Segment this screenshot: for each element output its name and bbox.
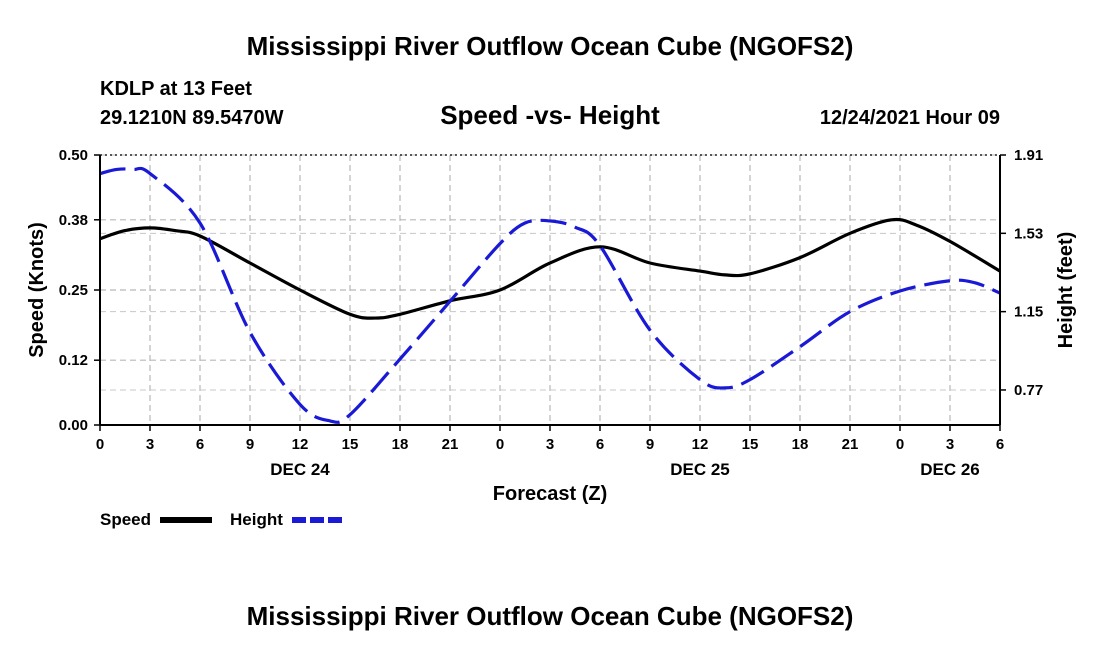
x-tick-label: 0 bbox=[896, 436, 904, 453]
y2-tick-label: 1.15 bbox=[1014, 304, 1043, 321]
series-line-speed bbox=[99, 217, 1001, 320]
legend: Speed Height bbox=[100, 510, 342, 529]
y2-axis-label: Height (feet) bbox=[1055, 232, 1077, 349]
x-tick-label: 3 bbox=[146, 436, 154, 453]
legend-speed-label: Speed bbox=[100, 510, 151, 529]
x-tick-label: 18 bbox=[792, 436, 809, 453]
series-lines bbox=[99, 166, 1001, 424]
x-tick-label: 6 bbox=[196, 436, 204, 453]
x-axis-label: Forecast (Z) bbox=[493, 483, 607, 505]
date-label: DEC 24 bbox=[270, 460, 330, 479]
location-label: 29.1210N 89.5470W bbox=[100, 107, 284, 129]
chart-title: Mississippi River Outflow Ocean Cube (NG… bbox=[247, 31, 854, 61]
station-label: KDLP at 13 Feet bbox=[100, 78, 252, 100]
grid-lines bbox=[99, 154, 1001, 426]
x-tick-label: 15 bbox=[742, 436, 759, 453]
series-line-height bbox=[99, 166, 1001, 424]
y-tick-label: 0.25 bbox=[59, 282, 88, 299]
y2-tick-label: 1.91 bbox=[1014, 147, 1043, 164]
x-tick-label: 3 bbox=[546, 436, 554, 453]
x-tick-label: 9 bbox=[646, 436, 654, 453]
x-tick-label: 0 bbox=[496, 436, 504, 453]
footer-title: Mississippi River Outflow Ocean Cube (NG… bbox=[247, 601, 854, 631]
x-tick-label: 3 bbox=[946, 436, 954, 453]
x-tick-label: 21 bbox=[442, 436, 459, 453]
x-tick-label: 18 bbox=[392, 436, 409, 453]
date-label: DEC 26 bbox=[920, 460, 980, 479]
x-tick-label: 9 bbox=[246, 436, 254, 453]
x-tick-label: 21 bbox=[842, 436, 859, 453]
axes: 0 3 6 9 12 15 18 21 0 3 6 9 12 15 18 21 0 3 6 0.00 0.12 0.25 0… bbox=[59, 147, 1043, 479]
x-tick-label: 12 bbox=[692, 436, 709, 453]
y2-tick-label: 1.53 bbox=[1014, 225, 1043, 242]
x-tick-label: 15 bbox=[342, 436, 359, 453]
x-tick-label: 12 bbox=[292, 436, 309, 453]
y-tick-label: 0.38 bbox=[59, 212, 88, 229]
y2-tick-label: 0.77 bbox=[1014, 382, 1043, 399]
y-tick-label: 0.50 bbox=[59, 147, 88, 164]
legend-height-label: Height bbox=[230, 510, 283, 529]
x-tick-label: 0 bbox=[96, 436, 104, 453]
x-tick-label: 6 bbox=[996, 436, 1004, 453]
x-tick-label: 6 bbox=[596, 436, 604, 453]
date-label: DEC 25 bbox=[670, 460, 730, 479]
y-tick-label: 0.00 bbox=[59, 417, 88, 434]
forecast-datetime: 12/24/2021 Hour 09 bbox=[820, 107, 1000, 129]
chart-subtitle: Speed -vs- Height bbox=[440, 100, 660, 130]
y-tick-label: 0.12 bbox=[59, 352, 88, 369]
y-axis-label: Speed (Knots) bbox=[26, 222, 48, 358]
